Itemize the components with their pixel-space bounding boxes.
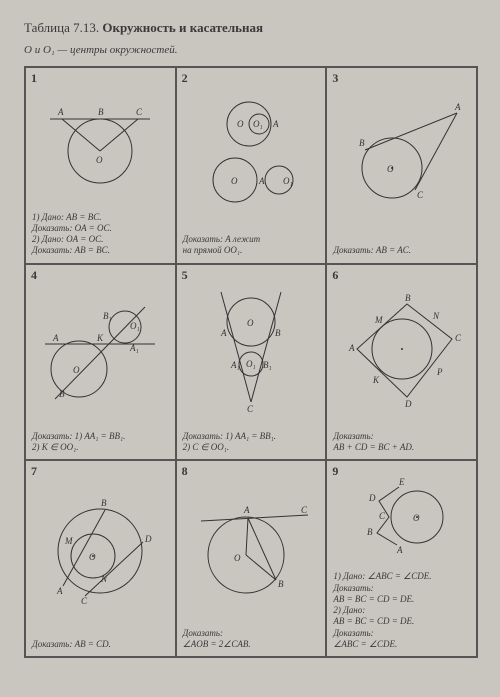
svg-text:D: D: [368, 493, 376, 503]
figure-6: A B C D M N K P: [333, 269, 470, 429]
title-prefix: Таблица 7.13.: [24, 20, 99, 35]
svg-text:D: D: [144, 534, 152, 544]
svg-text:B: B: [405, 293, 411, 303]
svg-text:B: B: [359, 138, 365, 148]
svg-text:C: C: [247, 404, 254, 414]
figure-1: A B C O: [32, 72, 169, 210]
svg-text:A₁: A₁: [129, 343, 139, 353]
svg-text:O: O: [413, 513, 420, 523]
svg-text:A: A: [56, 586, 63, 596]
svg-text:B: B: [278, 579, 284, 589]
svg-text:O: O: [247, 318, 254, 328]
cell-7: 7 A B C D M N O Доказать: AB = CD.: [25, 460, 176, 657]
caption-8: Доказать: ∠AOB = 2∠CAB.: [183, 628, 320, 651]
figure-2: O O₁ A O A O₁: [183, 72, 320, 232]
svg-text:B: B: [367, 527, 373, 537]
figure-5: A B A₁ B₁ C O O₁: [183, 269, 320, 429]
svg-text:D: D: [404, 399, 412, 409]
cell-2: 2 O O₁ A O A O₁ Доказать: A лежит на пря…: [176, 67, 327, 264]
svg-text:M: M: [64, 536, 73, 546]
problem-grid: 1 A B C O 1) Дано: AB = BC. Доказать: OA…: [24, 66, 478, 658]
cell-8: 8 A B C O Доказать: ∠AOB = 2∠CAB.: [176, 460, 327, 657]
cell-number: 6: [332, 268, 338, 283]
caption-9: 1) Дано: ∠ABC = ∠CDE. Доказать: AB = BC …: [333, 571, 470, 650]
caption-3: Доказать: AB = AC.: [333, 245, 470, 256]
caption-7: Доказать: AB = CD.: [32, 639, 169, 650]
svg-text:K: K: [96, 333, 104, 343]
svg-text:C: C: [136, 107, 143, 117]
svg-text:C: C: [301, 505, 308, 515]
figure-9: O A B C D E: [333, 465, 470, 569]
svg-text:A: A: [454, 102, 461, 112]
svg-text:O: O: [89, 552, 96, 562]
svg-text:A: A: [272, 119, 279, 129]
svg-text:O: O: [73, 365, 80, 375]
title-main: Окружность и касательная: [102, 20, 263, 35]
caption-1: 1) Дано: AB = BC. Доказать: OA = OC. 2) …: [32, 212, 169, 257]
figure-3: A B C O: [333, 72, 470, 243]
caption-4: Доказать: 1) AA₁ = BB₁. 2) K ∈ OO₁.: [32, 431, 169, 454]
svg-text:N: N: [432, 311, 440, 321]
figure-4: A B₁ A₁ B K O O₁: [32, 269, 169, 429]
cell-number: 8: [182, 464, 188, 479]
svg-text:A: A: [243, 505, 250, 515]
svg-text:C: C: [81, 596, 88, 606]
svg-text:M: M: [374, 315, 383, 325]
figure-7: A B C D M N O: [32, 465, 169, 636]
page-title: Таблица 7.13. Окружность и касательная: [24, 20, 476, 36]
svg-text:C: C: [455, 333, 462, 343]
svg-text:O₁: O₁: [246, 359, 256, 369]
cell-number: 9: [332, 464, 338, 479]
svg-text:O: O: [237, 119, 244, 129]
svg-text:E: E: [398, 477, 405, 487]
cell-6: 6 A B C D M N K P Доказать: AB + CD = BC…: [326, 264, 477, 461]
svg-text:B₁: B₁: [103, 311, 112, 321]
svg-text:C: C: [379, 511, 386, 521]
caption-2: Доказать: A лежит на прямой OO₁.: [183, 234, 320, 257]
figure-8: A B C O: [183, 465, 320, 625]
page-subtitle: O и O₁ — центры окружностей.: [24, 44, 476, 56]
svg-text:B₁: B₁: [263, 360, 272, 370]
cell-4: 4 A B₁ A₁ B K O O₁ Доказать: 1) AA₁ = BB…: [25, 264, 176, 461]
svg-text:O₁: O₁: [253, 119, 263, 129]
svg-text:B: B: [59, 389, 65, 399]
svg-text:O₁: O₁: [130, 321, 140, 331]
svg-text:A: A: [258, 176, 265, 186]
svg-text:K: K: [372, 375, 380, 385]
cell-9: 9 O A B C D E 1) Дано: ∠ABC = ∠CDE. Дока…: [326, 460, 477, 657]
cell-number: 3: [332, 71, 338, 86]
svg-text:B: B: [101, 498, 107, 508]
svg-text:B: B: [98, 107, 104, 117]
cell-number: 2: [182, 71, 188, 86]
svg-text:A₁: A₁: [230, 360, 240, 370]
svg-text:C: C: [417, 190, 424, 200]
svg-text:O: O: [96, 155, 103, 165]
cell-number: 1: [31, 71, 37, 86]
svg-text:P: P: [436, 367, 443, 377]
svg-text:O: O: [231, 176, 238, 186]
svg-text:A: A: [220, 328, 227, 338]
svg-text:N: N: [100, 574, 108, 584]
svg-text:O: O: [234, 553, 241, 563]
caption-6: Доказать: AB + CD = BC + AD.: [333, 431, 470, 454]
cell-3: 3 A B C O Доказать: AB = AC.: [326, 67, 477, 264]
cell-5: 5 A B A₁ B₁ C O O₁ Доказать: 1) AA₁ = BB…: [176, 264, 327, 461]
cell-number: 4: [31, 268, 37, 283]
caption-5: Доказать: 1) AA₁ = BB₁. 2) C ∈ OO₁.: [183, 431, 320, 454]
cell-number: 7: [31, 464, 37, 479]
cell-number: 5: [182, 268, 188, 283]
svg-text:O: O: [387, 164, 394, 174]
svg-text:A: A: [52, 333, 59, 343]
svg-text:A: A: [396, 545, 403, 555]
svg-text:A: A: [348, 343, 355, 353]
svg-text:B: B: [275, 328, 281, 338]
cell-1: 1 A B C O 1) Дано: AB = BC. Доказать: OA…: [25, 67, 176, 264]
svg-text:A: A: [57, 107, 64, 117]
svg-text:O₁: O₁: [283, 176, 293, 186]
